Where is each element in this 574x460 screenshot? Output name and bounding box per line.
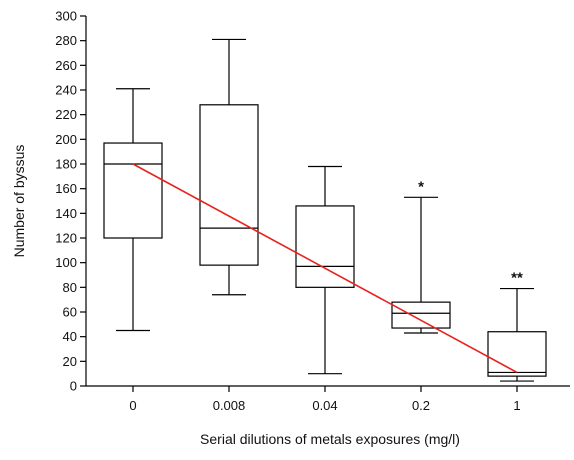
y-tick-label: 80 — [63, 280, 77, 295]
iqr-box — [391, 301, 451, 329]
iqr-box — [103, 142, 163, 239]
y-tick-label: 200 — [55, 132, 77, 147]
y-tick-label: 260 — [55, 58, 77, 73]
y-tick-label: 100 — [55, 255, 77, 270]
box-series: *** — [103, 38, 547, 382]
y-tick-label: 180 — [55, 157, 77, 172]
y-tick-label: 20 — [63, 354, 77, 369]
box-0 — [103, 88, 163, 332]
trend-line — [132, 163, 518, 374]
iqr-box — [295, 205, 355, 288]
trend-line-group — [132, 163, 518, 374]
x-tick-label: 0 — [129, 398, 136, 413]
y-tick-label: 40 — [63, 329, 77, 344]
y-tick-label: 280 — [55, 33, 77, 48]
significance-marker: ** — [511, 270, 523, 287]
box-1: ** — [487, 270, 547, 382]
x-tick-label: 0.2 — [412, 398, 430, 413]
significance-marker: * — [418, 178, 424, 195]
y-tick-label: 120 — [55, 231, 77, 246]
y-tick-label: 220 — [55, 107, 77, 122]
y-tick-label: 140 — [55, 206, 77, 221]
box-0_2: * — [391, 178, 451, 334]
y-tick-label: 0 — [70, 379, 77, 394]
x-axis-label: Serial dilutions of metals exposures (mg… — [200, 431, 460, 447]
x-tick-label: 1 — [513, 398, 520, 413]
x-tick-label: 0.04 — [312, 398, 337, 413]
y-axis-ticks: 0 20 40 60 80 100 120 140 160 180 200 220 240 260 280 3… — [55, 9, 86, 394]
x-tick-label: 0.008 — [213, 398, 246, 413]
box-0_04 — [295, 165, 355, 375]
y-tick-label: 240 — [55, 83, 77, 98]
y-tick-label: 60 — [63, 305, 77, 320]
y-tick-label: 300 — [55, 9, 77, 24]
y-axis-label: Number of byssus — [11, 145, 27, 258]
x-axis-ticks: 0 0.008 0.04 0.2 1 — [129, 386, 521, 413]
iqr-box — [199, 104, 259, 266]
y-tick-label: 160 — [55, 181, 77, 196]
box-0_008 — [199, 38, 259, 296]
iqr-box — [487, 331, 547, 377]
